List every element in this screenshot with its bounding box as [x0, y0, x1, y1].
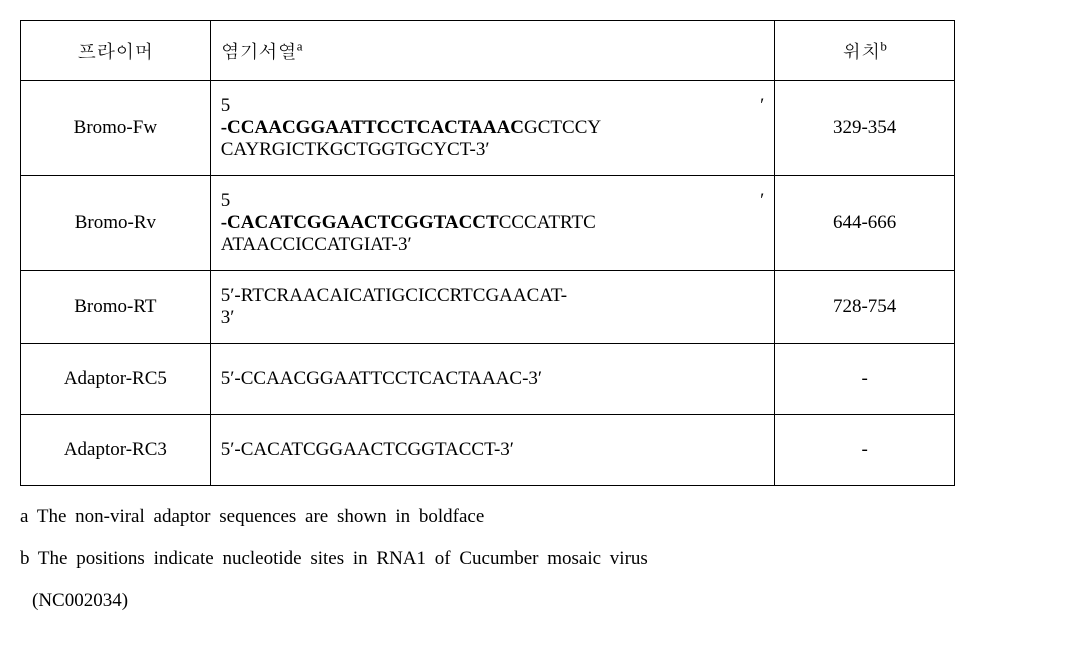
position-cell: -: [775, 344, 955, 415]
primer-cell: Bromo-Rv: [21, 176, 211, 271]
seq-rest: CCCATRTC: [499, 212, 596, 233]
sequence-line1: 5′-RTCRAACAICATIGCICCRTCGAACAT-: [221, 285, 765, 307]
sequence-line3: CAYRGICTKGCTGGTGCYCT-3′: [221, 139, 765, 161]
sequence-line1: 5 ′: [221, 190, 765, 212]
primer-name: Adaptor-RC3: [64, 439, 167, 460]
sequence-cell: 5′-CCAACGGAATTCCTCACTAAAC-3′: [210, 344, 775, 415]
footnotes: a The non-viral adaptor sequences are sh…: [20, 498, 1065, 620]
header-position-sup: b: [880, 39, 887, 54]
header-primer: 프라이머: [21, 21, 211, 81]
position-value: 329-354: [833, 117, 896, 138]
header-sequence-sup: a: [297, 39, 303, 54]
seq-bold: -CACATCGGAACTCGGTACCT: [221, 212, 499, 233]
primer-cell: Adaptor-RC5: [21, 344, 211, 415]
seq-prime: ′: [760, 95, 764, 117]
primer-name: Bromo-RT: [74, 296, 156, 317]
position-value: -: [861, 439, 867, 460]
table-row: Bromo-Fw 5 ′ -CCAACGGAATTCCTCACTAAACGCTC…: [21, 81, 955, 176]
seq-prefix: 5: [221, 95, 231, 117]
header-sequence-label: 염기서열: [221, 42, 297, 63]
sequence-cell: 5′-CACATCGGAACTCGGTACCT-3′: [210, 415, 775, 486]
position-cell: -: [775, 415, 955, 486]
primer-name: Bromo-Rv: [75, 212, 156, 233]
position-cell: 728-754: [775, 271, 955, 344]
primer-cell: Bromo-RT: [21, 271, 211, 344]
table-header-row: 프라이머 염기서열a 위치b: [21, 21, 955, 81]
position-value: -: [861, 368, 867, 389]
seq-rest: GCTCCY: [524, 117, 601, 138]
position-value: 644-666: [833, 212, 896, 233]
sequence-line2: 3′: [221, 307, 765, 329]
sequence-line2: -CACATCGGAACTCGGTACCTCCCATRTC: [221, 212, 765, 234]
position-cell: 329-354: [775, 81, 955, 176]
table-row: Adaptor-RC5 5′-CCAACGGAATTCCTCACTAAAC-3′…: [21, 344, 955, 415]
primer-name: Bromo-Fw: [74, 117, 157, 138]
footnote-a: a The non-viral adaptor sequences are sh…: [20, 498, 1065, 536]
header-primer-label: 프라이머: [77, 42, 153, 63]
seq-plain: 5′-CACATCGGAACTCGGTACCT-3′: [221, 439, 514, 460]
position-cell: 644-666: [775, 176, 955, 271]
table-row: Adaptor-RC3 5′-CACATCGGAACTCGGTACCT-3′ -: [21, 415, 955, 486]
header-sequence: 염기서열a: [210, 21, 775, 81]
table-row: Bromo-Rv 5 ′ -CACATCGGAACTCGGTACCTCCCATR…: [21, 176, 955, 271]
header-position: 위치b: [775, 21, 955, 81]
sequence-line2: -CCAACGGAATTCCTCACTAAACGCTCCY: [221, 117, 765, 139]
sequence-cell: 5′-RTCRAACAICATIGCICCRTCGAACAT- 3′: [210, 271, 775, 344]
sequence-cell: 5 ′ -CCAACGGAATTCCTCACTAAACGCTCCY CAYRGI…: [210, 81, 775, 176]
seq-prime: ′: [760, 190, 764, 212]
position-value: 728-754: [833, 296, 896, 317]
primer-table: 프라이머 염기서열a 위치b Bromo-Fw 5 ′ -CCAACGGAATT…: [20, 20, 955, 486]
seq-prefix: 5: [221, 190, 231, 212]
table-row: Bromo-RT 5′-RTCRAACAICATIGCICCRTCGAACAT-…: [21, 271, 955, 344]
sequence-line3: ATAACCICCATGIAT-3′: [221, 234, 765, 256]
primer-cell: Bromo-Fw: [21, 81, 211, 176]
footnote-b-line2: (NC002034): [20, 582, 1065, 620]
sequence-cell: 5 ′ -CACATCGGAACTCGGTACCTCCCATRTC ATAACC…: [210, 176, 775, 271]
header-position-label: 위치: [842, 42, 880, 63]
primer-cell: Adaptor-RC3: [21, 415, 211, 486]
primer-name: Adaptor-RC5: [64, 368, 167, 389]
seq-bold: -CCAACGGAATTCCTCACTAAAC: [221, 117, 524, 138]
sequence-line1: 5 ′: [221, 95, 765, 117]
footnote-b-line1: b The positions indicate nucleotide site…: [20, 540, 1065, 578]
seq-plain: 5′-CCAACGGAATTCCTCACTAAAC-3′: [221, 368, 542, 389]
